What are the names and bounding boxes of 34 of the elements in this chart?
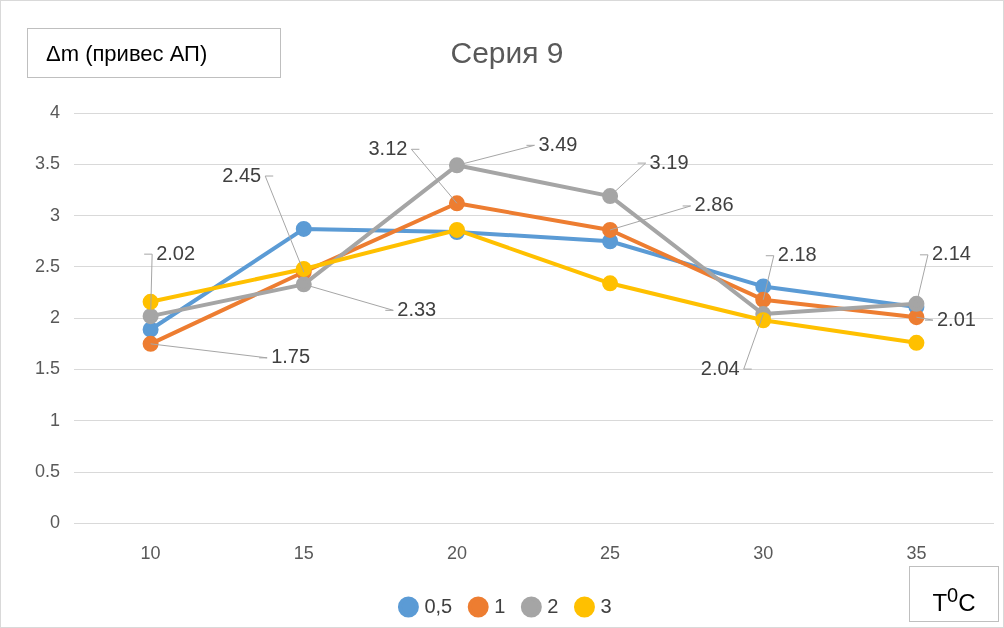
- y-axis-title: Δm (привес АП): [27, 28, 281, 78]
- y-tick-label: 2: [50, 307, 61, 328]
- data-label: 2.33: [397, 297, 437, 320]
- x-tick-label: 10: [140, 543, 161, 564]
- data-label: 2.04: [700, 356, 740, 379]
- y-tick-label: 3.5: [34, 153, 61, 174]
- data-label: 2.14: [931, 242, 971, 265]
- x-tick-label: 25: [600, 543, 621, 564]
- y-tick-label: 0: [50, 512, 61, 533]
- legend-label: 0,5: [424, 594, 453, 617]
- data-label: 2.86: [694, 193, 734, 216]
- x-axis-title: T$^{0}$C: [909, 566, 999, 622]
- y-tick-label: 2.5: [34, 255, 61, 276]
- x-tick-label: 15: [293, 543, 314, 564]
- data-label: 3.12: [368, 136, 408, 159]
- data-label: 2.02: [156, 241, 196, 264]
- data-label: 2.18: [777, 243, 817, 266]
- y-tick-label: 4: [50, 101, 61, 122]
- data-label: 3.19: [649, 150, 689, 173]
- x-tick-label: 35: [906, 543, 927, 564]
- data-label: 2.45: [222, 163, 262, 186]
- y-tick-label: 3: [50, 204, 61, 225]
- data-label: 1.75: [271, 345, 311, 368]
- y-tick-label: 1: [50, 409, 61, 430]
- data-label: 3.49: [538, 132, 578, 155]
- data-label: 2.01: [936, 307, 976, 330]
- x-tick-label: 30: [753, 543, 774, 564]
- legend-label: 3: [600, 594, 612, 617]
- x-tick-label: 20: [446, 543, 467, 564]
- y-tick-label: 0.5: [34, 461, 61, 482]
- y-tick-label: 1.5: [34, 358, 61, 379]
- legend-label: 2: [547, 594, 559, 617]
- legend-label: 1: [494, 594, 506, 617]
- chart-title: Серия 9: [450, 36, 564, 70]
